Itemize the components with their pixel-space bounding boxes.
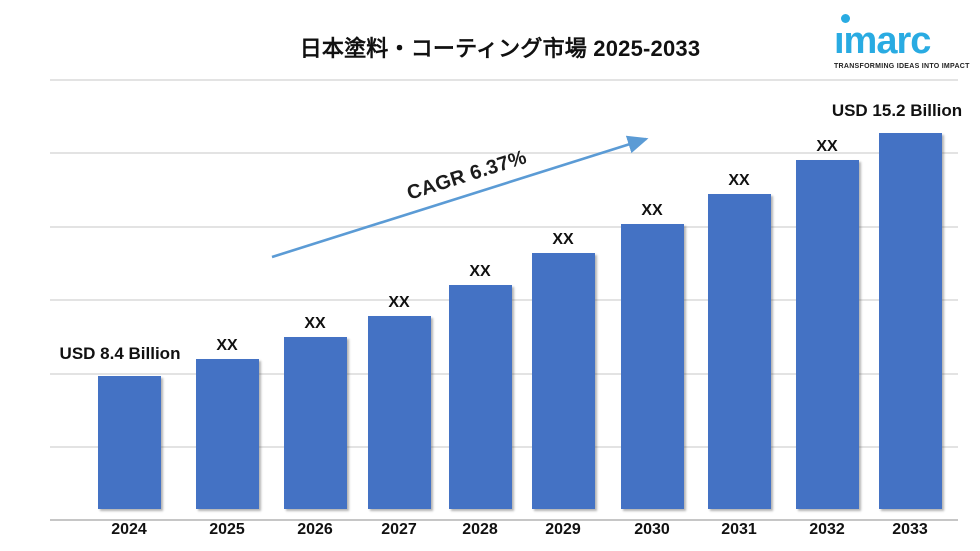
x-axis-label-2024: 2024 [111,521,147,538]
x-axis-label-2029: 2029 [545,521,581,538]
x-axis-label-2026: 2026 [297,521,333,538]
x-axis-line [50,519,958,521]
imarc-logo-tagline: TRANSFORMING IDEAS INTO IMPACT [834,63,970,70]
bar-2032 [795,160,859,509]
imarc-logo: ımarc TRANSFORMING IDEAS INTO IMPACT [834,12,970,70]
bar-value-label-2025: XX [216,337,238,354]
bar-value-label-2031: XX [728,172,750,189]
x-axis-label-2032: 2032 [809,521,845,538]
x-axis-label-2025: 2025 [209,521,245,538]
bar-2025 [195,359,259,509]
bar-value-label-2026: XX [304,315,326,332]
x-axis-label-2030: 2030 [634,521,670,538]
bar-2029 [531,253,595,509]
bar-2024 [97,376,161,509]
imarc-logo-wordmark: ımarc [834,12,966,62]
bar-value-label-2029: XX [552,231,574,248]
bar-value-label-2030: XX [641,202,663,219]
x-axis-label-2028: 2028 [462,521,498,538]
x-axis-label-2027: 2027 [381,521,417,538]
bar-2028 [448,285,512,509]
x-axis-label-2031: 2031 [721,521,757,538]
bar-2026 [283,337,347,509]
bar-value-label-2033: USD 15.2 Billion [831,101,963,120]
bar-2033 [878,133,942,509]
imarc-logo-dot-icon [841,14,850,23]
bar-2027 [367,316,431,509]
bar-value-label-2027: XX [388,294,410,311]
bar-value-label-2028: XX [469,263,491,280]
bar-value-label-2032: XX [816,138,838,155]
imarc-logo-text: ımarc [834,20,931,62]
bar-value-label-2024: USD 8.4 Billion [59,344,181,363]
cagr-annotation: CAGR 6.37% [404,146,530,205]
gridline [50,79,958,81]
bar-2031 [707,194,771,509]
x-axis-label-2033: 2033 [892,521,928,538]
bar-2030 [620,224,684,509]
chart-title: 日本塗料・コーティング市場 2025-2033 [299,36,701,61]
